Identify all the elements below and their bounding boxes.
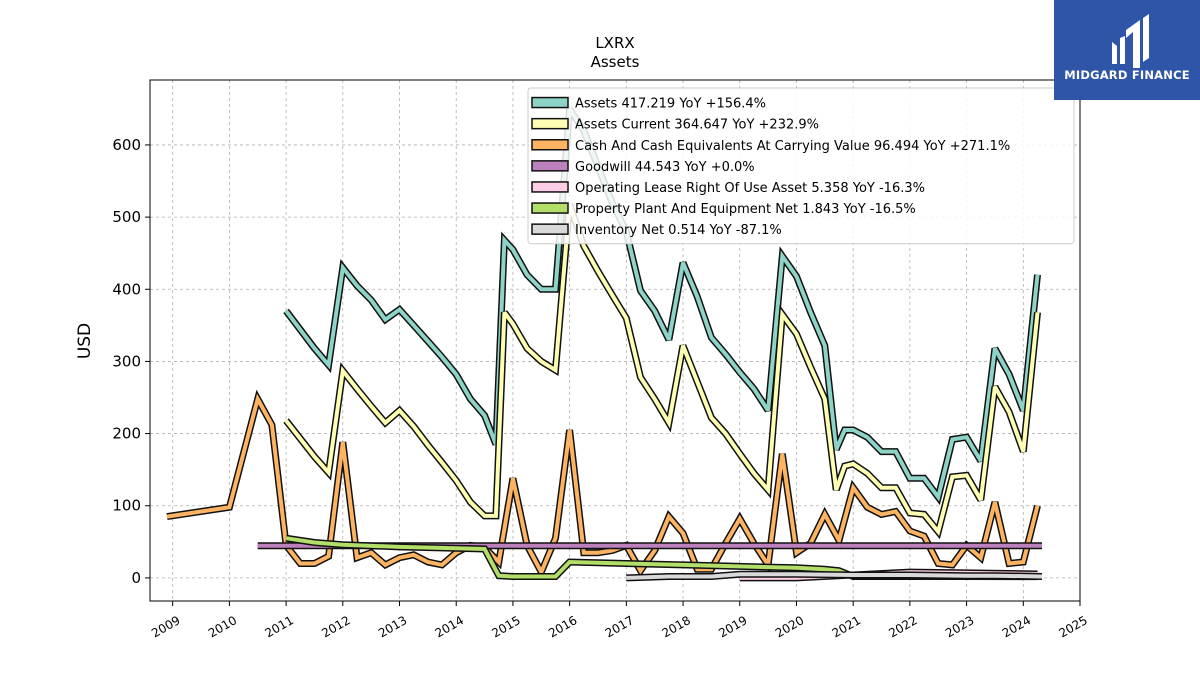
x-tick-label: 2010	[206, 613, 239, 640]
series-1	[283, 202, 1041, 540]
logo-mark-icon	[1112, 14, 1149, 68]
series-line	[166, 393, 1040, 577]
legend-label: Assets 417.219 YoY +156.4%	[575, 97, 766, 112]
chart-subtitle: Assets	[591, 53, 640, 71]
y-tick-label: 300	[112, 352, 141, 370]
legend-swatch	[531, 117, 569, 130]
series-0	[283, 106, 1041, 506]
y-tick-label: 0	[131, 569, 141, 587]
x-tick-label: 2014	[433, 613, 466, 640]
y-tick-label: 400	[112, 280, 141, 298]
legend-box	[527, 87, 1075, 245]
legend-label: Property Plant And Equipment Net 1.843 Y…	[575, 202, 916, 217]
series-6	[626, 570, 1043, 582]
x-tick-label: 2020	[773, 613, 806, 640]
legend-swatch	[531, 160, 569, 172]
x-tick-label: 2023	[943, 613, 976, 640]
x-tick-label: 2016	[546, 613, 579, 640]
y-tick-label: 200	[112, 425, 141, 443]
y-tick-label: 600	[112, 136, 141, 154]
y-tick-label: 100	[112, 497, 141, 515]
brand-logo: MIDGARD FINANCE	[1054, 0, 1200, 100]
legend-label: Operating Lease Right Of Use Asset 5.358…	[575, 181, 925, 196]
y-axis-label: USD	[75, 323, 95, 359]
legend-label: Assets Current 364.647 YoY +232.9%	[575, 118, 819, 133]
x-tick-label: 2019	[716, 613, 749, 640]
series-line	[626, 572, 1043, 580]
legend: Assets 417.219 YoY +156.4% Assets Current…	[527, 87, 1075, 245]
x-tick-label: 2024	[1000, 613, 1033, 640]
legend-label: Inventory Net 0.514 YoY -87.1%	[575, 223, 782, 238]
x-tick-label: 2013	[376, 613, 409, 640]
series-layer	[166, 106, 1043, 582]
series-line	[284, 107, 1040, 502]
legend-label: Goodwill 44.543 YoY +0.0%	[575, 160, 755, 175]
legend-swatch	[531, 202, 569, 214]
x-tick-label: 2011	[263, 613, 296, 640]
x-tick-label: 2018	[659, 613, 692, 640]
x-tick-label: 2025	[1056, 613, 1089, 640]
brand-name: MIDGARD FINANCE	[1064, 68, 1190, 82]
legend-swatch	[531, 181, 569, 193]
legend-label: Cash And Cash Equivalents At Carrying Va…	[575, 139, 1010, 154]
x-tick-label: 2017	[603, 613, 636, 640]
x-tick-label: 2021	[830, 613, 863, 640]
x-tick-label: 2015	[489, 613, 522, 640]
y-tick-label: 500	[112, 208, 141, 226]
series-line	[284, 203, 1040, 537]
legend-swatch	[531, 223, 569, 235]
series-2	[166, 389, 1041, 581]
legend-swatch	[531, 139, 569, 151]
x-tick-label: 2012	[319, 613, 352, 640]
x-tick-label: 2022	[886, 613, 919, 640]
chart-title: LXRX	[595, 34, 634, 52]
x-tick-label: 2009	[149, 613, 182, 640]
plot-frame	[149, 79, 1081, 602]
legend-swatch	[531, 96, 569, 109]
